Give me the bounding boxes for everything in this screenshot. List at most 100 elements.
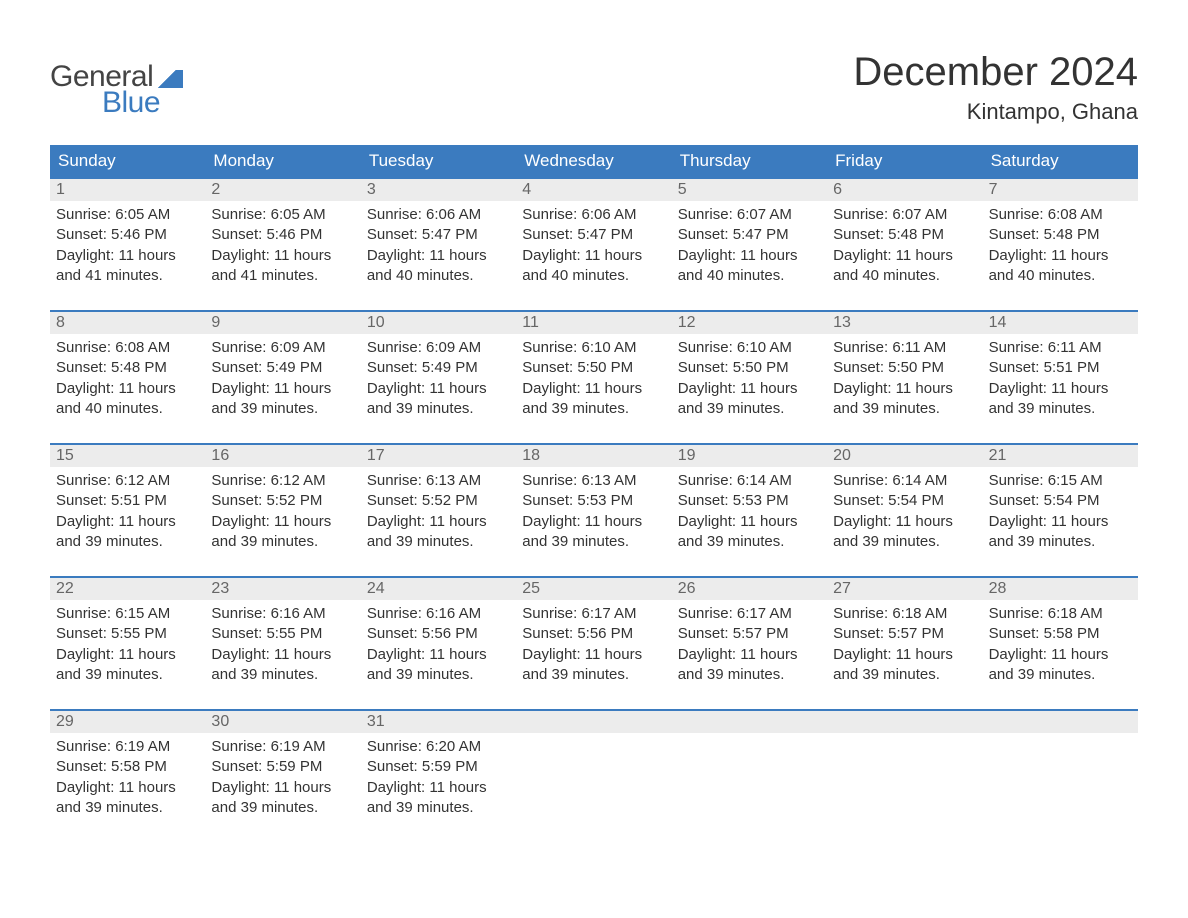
sunset-text: Sunset: 5:50 PM xyxy=(522,358,665,378)
day-content: Sunrise: 6:11 AMSunset: 5:51 PMDaylight:… xyxy=(983,334,1138,425)
sunset-text: Sunset: 5:57 PM xyxy=(833,624,976,644)
calendar-day-cell: 20Sunrise: 6:14 AMSunset: 5:54 PMDayligh… xyxy=(827,445,982,558)
daylight-text: Daylight: 11 hours xyxy=(367,379,510,399)
day-content: Sunrise: 6:13 AMSunset: 5:53 PMDaylight:… xyxy=(516,467,671,558)
daylight-text: Daylight: 11 hours xyxy=(367,246,510,266)
sunrise-text: Sunrise: 6:10 AM xyxy=(522,338,665,358)
calendar-day-cell: 29Sunrise: 6:19 AMSunset: 5:58 PMDayligh… xyxy=(50,711,205,824)
calendar-day-cell: 18Sunrise: 6:13 AMSunset: 5:53 PMDayligh… xyxy=(516,445,671,558)
sunrise-text: Sunrise: 6:06 AM xyxy=(367,205,510,225)
day-number: 3 xyxy=(361,179,516,201)
daylight-text: Daylight: 11 hours xyxy=(989,246,1132,266)
daylight-text: Daylight: 11 hours xyxy=(367,778,510,798)
daylight-text: Daylight: 11 hours xyxy=(833,645,976,665)
daylight-text: and 40 minutes. xyxy=(367,266,510,286)
sunrise-text: Sunrise: 6:18 AM xyxy=(989,604,1132,624)
daylight-text: and 39 minutes. xyxy=(989,399,1132,419)
daylight-text: and 39 minutes. xyxy=(211,798,354,818)
calendar-day-cell: 30Sunrise: 6:19 AMSunset: 5:59 PMDayligh… xyxy=(205,711,360,824)
daylight-text: Daylight: 11 hours xyxy=(211,778,354,798)
sunset-text: Sunset: 5:56 PM xyxy=(522,624,665,644)
daylight-text: and 39 minutes. xyxy=(833,399,976,419)
day-number: 22 xyxy=(50,578,205,600)
daylight-text: and 39 minutes. xyxy=(367,399,510,419)
calendar-day-cell: 15Sunrise: 6:12 AMSunset: 5:51 PMDayligh… xyxy=(50,445,205,558)
daylight-text: Daylight: 11 hours xyxy=(56,379,199,399)
daylight-text: Daylight: 11 hours xyxy=(678,379,821,399)
sunrise-text: Sunrise: 6:12 AM xyxy=(211,471,354,491)
daylight-text: Daylight: 11 hours xyxy=(833,379,976,399)
daylight-text: Daylight: 11 hours xyxy=(522,512,665,532)
sunrise-text: Sunrise: 6:19 AM xyxy=(211,737,354,757)
sunset-text: Sunset: 5:54 PM xyxy=(989,491,1132,511)
daylight-text: and 40 minutes. xyxy=(522,266,665,286)
sunset-text: Sunset: 5:58 PM xyxy=(989,624,1132,644)
sunrise-text: Sunrise: 6:17 AM xyxy=(522,604,665,624)
day-content: Sunrise: 6:12 AMSunset: 5:52 PMDaylight:… xyxy=(205,467,360,558)
calendar-week: 29Sunrise: 6:19 AMSunset: 5:58 PMDayligh… xyxy=(50,709,1138,824)
day-content: Sunrise: 6:06 AMSunset: 5:47 PMDaylight:… xyxy=(361,201,516,292)
daylight-text: Daylight: 11 hours xyxy=(678,645,821,665)
sunrise-text: Sunrise: 6:06 AM xyxy=(522,205,665,225)
sunrise-text: Sunrise: 6:16 AM xyxy=(367,604,510,624)
daylight-text: and 39 minutes. xyxy=(678,532,821,552)
sunset-text: Sunset: 5:48 PM xyxy=(989,225,1132,245)
calendar-day-cell: 31Sunrise: 6:20 AMSunset: 5:59 PMDayligh… xyxy=(361,711,516,824)
sunrise-text: Sunrise: 6:11 AM xyxy=(833,338,976,358)
sunset-text: Sunset: 5:50 PM xyxy=(678,358,821,378)
calendar-day-cell: 3Sunrise: 6:06 AMSunset: 5:47 PMDaylight… xyxy=(361,179,516,292)
daylight-text: Daylight: 11 hours xyxy=(56,645,199,665)
daylight-text: and 39 minutes. xyxy=(56,532,199,552)
month-title: December 2024 xyxy=(853,50,1138,95)
sunset-text: Sunset: 5:53 PM xyxy=(522,491,665,511)
calendar-day-cell: 28Sunrise: 6:18 AMSunset: 5:58 PMDayligh… xyxy=(983,578,1138,691)
daylight-text: and 39 minutes. xyxy=(56,665,199,685)
sunrise-text: Sunrise: 6:15 AM xyxy=(56,604,199,624)
day-content: Sunrise: 6:14 AMSunset: 5:54 PMDaylight:… xyxy=(827,467,982,558)
daylight-text: and 39 minutes. xyxy=(522,399,665,419)
calendar-day-cell: 7Sunrise: 6:08 AMSunset: 5:48 PMDaylight… xyxy=(983,179,1138,292)
sunrise-text: Sunrise: 6:18 AM xyxy=(833,604,976,624)
daylight-text: Daylight: 11 hours xyxy=(989,645,1132,665)
daylight-text: Daylight: 11 hours xyxy=(678,512,821,532)
day-number: 24 xyxy=(361,578,516,600)
daylight-text: and 40 minutes. xyxy=(678,266,821,286)
daylight-text: and 39 minutes. xyxy=(989,665,1132,685)
calendar-day-cell: 5Sunrise: 6:07 AMSunset: 5:47 PMDaylight… xyxy=(672,179,827,292)
day-header-wed: Wednesday xyxy=(516,145,671,177)
sunrise-text: Sunrise: 6:19 AM xyxy=(56,737,199,757)
sunrise-text: Sunrise: 6:13 AM xyxy=(367,471,510,491)
daylight-text: and 39 minutes. xyxy=(522,532,665,552)
day-content: Sunrise: 6:05 AMSunset: 5:46 PMDaylight:… xyxy=(205,201,360,292)
day-number: 17 xyxy=(361,445,516,467)
day-content: Sunrise: 6:09 AMSunset: 5:49 PMDaylight:… xyxy=(205,334,360,425)
sunset-text: Sunset: 5:52 PM xyxy=(367,491,510,511)
day-number: 20 xyxy=(827,445,982,467)
title-block: December 2024 Kintampo, Ghana xyxy=(853,50,1138,125)
day-header-mon: Monday xyxy=(205,145,360,177)
daylight-text: Daylight: 11 hours xyxy=(367,645,510,665)
sunset-text: Sunset: 5:59 PM xyxy=(211,757,354,777)
day-content: Sunrise: 6:19 AMSunset: 5:58 PMDaylight:… xyxy=(50,733,205,824)
calendar-day-cell: 16Sunrise: 6:12 AMSunset: 5:52 PMDayligh… xyxy=(205,445,360,558)
sunrise-text: Sunrise: 6:05 AM xyxy=(56,205,199,225)
day-number: 27 xyxy=(827,578,982,600)
calendar-day-cell: 8Sunrise: 6:08 AMSunset: 5:48 PMDaylight… xyxy=(50,312,205,425)
day-content: Sunrise: 6:16 AMSunset: 5:55 PMDaylight:… xyxy=(205,600,360,691)
calendar-day-cell: 21Sunrise: 6:15 AMSunset: 5:54 PMDayligh… xyxy=(983,445,1138,558)
sunrise-text: Sunrise: 6:12 AM xyxy=(56,471,199,491)
daylight-text: and 39 minutes. xyxy=(522,665,665,685)
sunrise-text: Sunrise: 6:08 AM xyxy=(56,338,199,358)
day-content: Sunrise: 6:07 AMSunset: 5:47 PMDaylight:… xyxy=(672,201,827,292)
day-number xyxy=(983,711,1138,733)
daylight-text: Daylight: 11 hours xyxy=(56,778,199,798)
day-number: 21 xyxy=(983,445,1138,467)
sunset-text: Sunset: 5:51 PM xyxy=(989,358,1132,378)
day-number: 14 xyxy=(983,312,1138,334)
daylight-text: Daylight: 11 hours xyxy=(56,246,199,266)
sunset-text: Sunset: 5:48 PM xyxy=(833,225,976,245)
calendar-week: 22Sunrise: 6:15 AMSunset: 5:55 PMDayligh… xyxy=(50,576,1138,691)
calendar-day-cell: 9Sunrise: 6:09 AMSunset: 5:49 PMDaylight… xyxy=(205,312,360,425)
day-number: 9 xyxy=(205,312,360,334)
day-number: 12 xyxy=(672,312,827,334)
